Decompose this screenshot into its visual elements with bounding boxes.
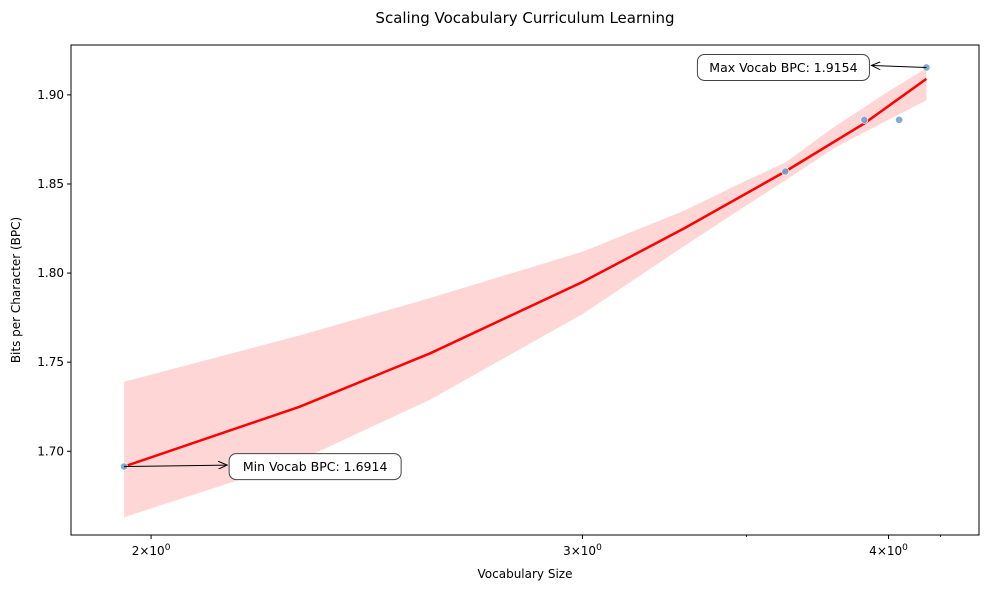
y-axis-label: Bits per Character (BPC) xyxy=(9,217,23,363)
plot-frame xyxy=(70,44,980,536)
x-tick-label: 4×100 xyxy=(869,543,908,558)
annotations-layer: Min Vocab BPC: 1.6914 Max Vocab BPC: 1.91… xyxy=(124,53,927,481)
y-tick-label: 1.75 xyxy=(37,355,64,369)
annotation-box xyxy=(696,53,870,81)
chart-title: Scaling Vocabulary Curriculum Learning xyxy=(375,9,674,27)
annotation-text: Min Vocab BPC: 1.6914 xyxy=(243,459,388,474)
data-point xyxy=(895,115,904,124)
annotation-arrow xyxy=(124,465,227,467)
y-tick-label: 1.85 xyxy=(37,177,64,191)
y-axis-ticks: 1.70 1.75 1.80 1.85 1.90 xyxy=(37,88,71,458)
annotation-arrow xyxy=(871,65,927,67)
confidence-band xyxy=(124,68,927,518)
x-tick-label: 2×100 xyxy=(132,543,171,558)
data-point xyxy=(860,115,869,124)
x-axis-ticks: 2×100 3×100 4×100 xyxy=(132,535,941,558)
x-axis-label: Vocabulary Size xyxy=(478,567,573,581)
fit-line-layer xyxy=(123,77,928,468)
y-tick-label: 1.90 xyxy=(37,88,64,102)
scatter-points-layer xyxy=(120,63,931,471)
annotation-text: Max Vocab BPC: 1.9154 xyxy=(709,60,857,75)
confidence-band-layer xyxy=(124,68,927,518)
fit-line xyxy=(123,77,928,468)
y-tick-label: 1.80 xyxy=(37,266,64,280)
data-point xyxy=(781,167,790,176)
annotation-box xyxy=(228,453,402,481)
y-tick-label: 1.70 xyxy=(37,444,64,458)
x-tick-label: 3×100 xyxy=(563,543,602,558)
